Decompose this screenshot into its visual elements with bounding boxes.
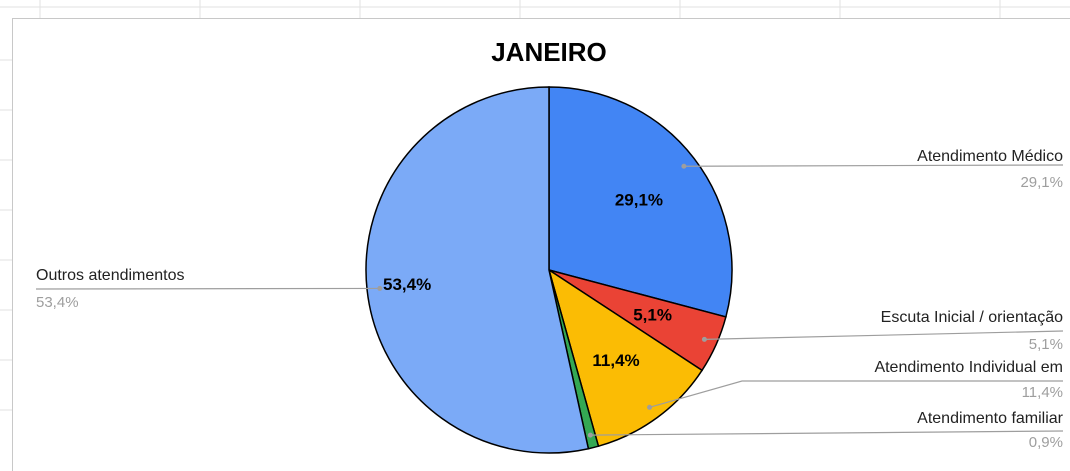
sheet-grid (0, 0, 1070, 411)
pie-slice (548, 86, 733, 318)
pie-slice (547, 268, 704, 448)
leader-line (590, 430, 1064, 436)
leader-line (704, 330, 1064, 340)
legend-label: Atendimento Individual em (874, 359, 1063, 376)
slice-label: 5,1% (633, 306, 672, 325)
leader-dot (701, 336, 707, 342)
chart-title: JANEIRO (491, 37, 607, 67)
legend-value: 0,9% (1029, 434, 1063, 451)
legend-label: Atendimento Médico (917, 148, 1063, 165)
leader-dot (647, 404, 653, 410)
leader-dot (681, 163, 687, 169)
leader-dot (377, 285, 383, 291)
leader-dot (587, 432, 593, 438)
slice-label: 53,4% (383, 275, 431, 294)
legend-value: 5,1% (1029, 336, 1063, 353)
leader-line (649, 380, 1063, 408)
slice-label: 29,1% (615, 190, 663, 209)
legend-value: 29,1% (1020, 174, 1063, 191)
slice-label: 11,4% (592, 351, 639, 370)
legend-label: Outros atendimentos (36, 267, 185, 284)
leader-line (35, 287, 380, 290)
legend-value: 11,4% (1022, 384, 1063, 401)
legend-label: Atendimento familiar (917, 410, 1064, 427)
legend-label: Escuta Inicial / orientação (881, 309, 1063, 326)
leader-line (683, 164, 1064, 167)
legend-value: 53,4% (36, 294, 79, 311)
pie-slice (365, 86, 590, 454)
